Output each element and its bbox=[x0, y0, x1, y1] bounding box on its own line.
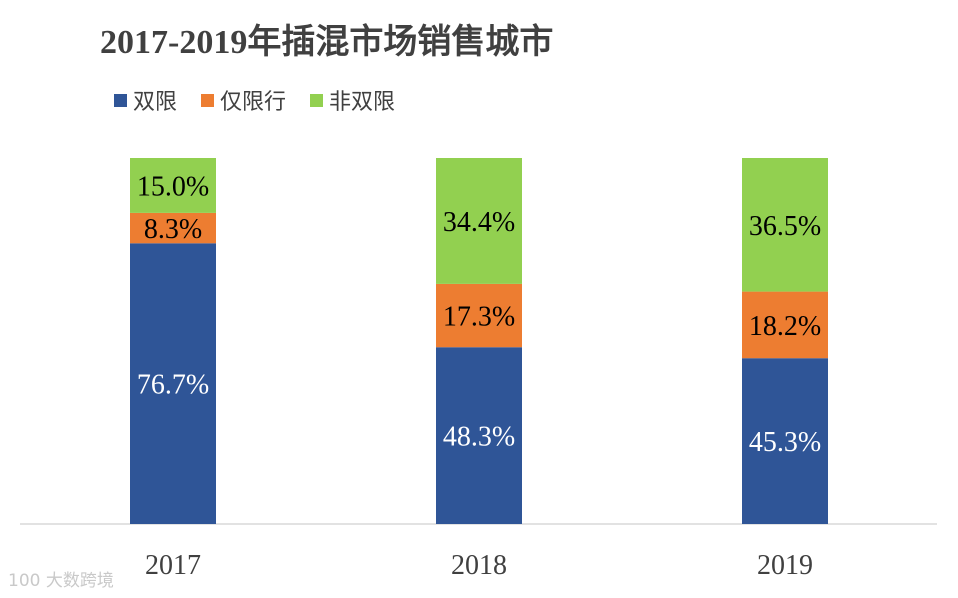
data-label-2018-s0: 48.3% bbox=[443, 422, 515, 453]
data-label-2019-s1: 18.2% bbox=[749, 311, 821, 342]
data-label-2018-s1: 17.3% bbox=[443, 302, 515, 333]
bar-segment-2018-s0 bbox=[436, 347, 522, 524]
bar-segment-2019-s1 bbox=[742, 291, 828, 359]
data-label-2017-s2: 15.0% bbox=[137, 171, 209, 202]
x-tick-label-2019: 2019 bbox=[757, 550, 813, 581]
legend-item-shuangxian: 双限 bbox=[114, 84, 177, 116]
bar-segment-2019-s0 bbox=[742, 358, 828, 524]
legend-swatch-feishuangxian bbox=[310, 93, 324, 107]
legend-label-jinxianxing: 仅限行 bbox=[220, 90, 287, 115]
legend-swatch-shuangxian bbox=[114, 93, 127, 107]
data-label-2019-s0: 45.3% bbox=[749, 427, 821, 458]
data-label-2017-s1: 8.3% bbox=[144, 214, 202, 245]
legend-label-shuangxian: 双限 bbox=[133, 90, 178, 115]
bar-segment-2019-s2 bbox=[742, 158, 828, 292]
data-label-2017-s0: 76.7% bbox=[137, 370, 209, 401]
watermark: 100 大数跨境 bbox=[8, 571, 114, 591]
bar-segment-2017-s1 bbox=[130, 212, 216, 244]
data-label-2019-s2: 36.5% bbox=[749, 211, 821, 242]
bar-segment-2017-s0 bbox=[130, 243, 216, 524]
legend-label-feishuangxian: 非双限 bbox=[329, 90, 396, 115]
legend-item-feishuangxian: 非双限 bbox=[310, 84, 395, 116]
legend-swatch-jinxianxing bbox=[201, 93, 215, 107]
bar-segment-2017-s2 bbox=[130, 158, 216, 213]
chart-title: 2017-2019年插混市场销售城市 bbox=[100, 24, 554, 61]
bar-segment-2018-s1 bbox=[436, 283, 522, 348]
bar-segment-2018-s2 bbox=[436, 158, 522, 284]
legend: 双限 仅限行 非双限 bbox=[114, 84, 419, 116]
legend-item-jinxianxing: 仅限行 bbox=[201, 84, 286, 116]
x-tick-label-2017: 2017 bbox=[145, 550, 201, 581]
x-tick-label-2018: 2018 bbox=[451, 550, 507, 581]
data-label-2018-s2: 34.4% bbox=[443, 207, 515, 238]
